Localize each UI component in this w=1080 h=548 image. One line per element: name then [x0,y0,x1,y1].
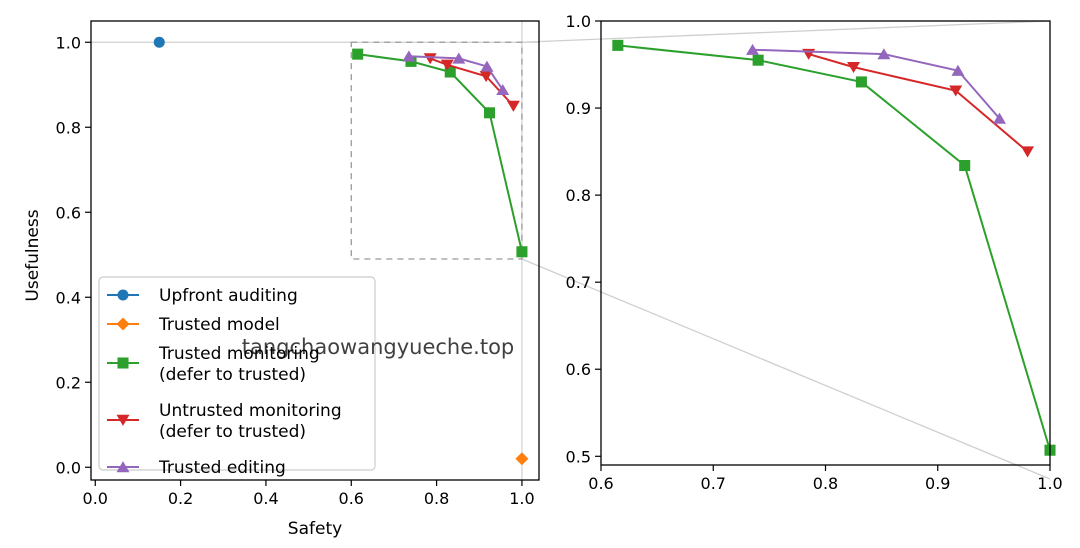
y-tick-label: 0.2 [56,373,81,392]
untrusted-monitoring-defer-to-trusted-line [808,53,1029,153]
x-tick-label: 1.0 [1037,474,1062,493]
untrusted-monitoring-defer-to-trusted-point [506,100,520,112]
trusted-monitoring-defer-to-trusted-point [516,246,528,258]
trusted-editing-point [496,84,510,96]
y-tick-label: 0.8 [56,118,81,137]
x-tick-label: 0.4 [253,489,278,508]
trusted-monitoring-defer-to-trusted-point [612,39,624,51]
x-tick-label: 0.6 [588,474,613,493]
series-group [153,36,529,466]
y-axis-label: Usefulness [23,209,43,301]
trusted-editing-point [402,50,416,62]
trusted-monitoring-defer-to-trusted-point [959,159,971,172]
legend-label-trusted-monitoring-defer-to-trusted-line2: (defer to trusted) [159,365,306,385]
watermark: tangchaowangyueche.top [242,335,515,359]
y-tick-label: 0.9 [566,99,591,118]
legend-label-trusted-editing: Trusted editing [158,458,286,478]
untrusted-monitoring-defer-to-trusted-line [429,57,515,107]
y-tick-label: 0.4 [56,288,81,307]
legend-box [98,276,376,471]
legend-marker-untrusted-monitoring-defer-to-trusted [116,414,130,426]
series-group [612,39,1056,456]
untrusted-monitoring-defer-to-trusted-point [423,53,437,65]
x-axis-label: Safety [288,519,342,539]
trusted-monitoring-defer-to-trusted-point [352,48,364,60]
legend-marker-trusted-monitoring-defer-to-trusted [117,357,129,369]
zoom-connector-lines [521,20,1051,480]
trusted-editing-point [480,60,494,72]
zoom-plot: 0.6 0.7 0.8 0.9 1.0 0.5 0.6 0.7 0.8 0.9 1.0 [566,12,1063,493]
y-tick-label: 0.7 [566,273,591,292]
connector-line-bottom [521,258,1051,480]
x-tick-label: 0.9 [925,474,950,493]
upfront-auditing-point [153,36,165,48]
y-tick-label: 0.8 [566,186,591,205]
x-tick-label: 0.8 [424,489,449,508]
trusted-monitoring-defer-to-trusted-line [357,53,523,253]
legend-label-trusted-model: Trusted model [158,315,280,335]
legend-marker-upfront-auditing [117,289,129,301]
legend: Upfront auditing Trusted model Trusted mon… [98,276,376,478]
y-tick-label: 0.6 [566,360,591,379]
x-tick-label: 0.8 [813,474,838,493]
axes-frame [90,20,540,481]
x-tick-label: 1.0 [509,489,534,508]
trusted-monitoring-defer-to-trusted-point [752,54,764,66]
trusted-editing-line [752,48,1001,120]
trusted-monitoring-defer-to-trusted-point [483,107,496,119]
trusted-editing-point [992,112,1006,124]
x-tick-label: 0.7 [701,474,726,493]
legend-label-upfront-auditing: Upfront auditing [159,286,298,306]
trusted-editing-point [951,64,965,76]
trusted-editing-point [746,43,760,55]
y-tick-label: 1.0 [56,33,81,52]
trusted-monitoring-defer-to-trusted-point [444,66,456,78]
trusted-editing-point [452,52,466,64]
untrusted-monitoring-defer-to-trusted-point [847,61,861,73]
untrusted-monitoring-defer-to-trusted-point [949,85,963,97]
legend-label-untrusted-monitoring-defer-to-trusted: Untrusted monitoring [159,401,342,421]
y-tick-label: 0.0 [56,458,81,477]
x-tick-label: 0.0 [83,489,108,508]
y-tick-label: 0.5 [566,447,591,466]
y-tick-label: 1.0 [566,12,591,31]
trusted-monitoring-defer-to-trusted-point [855,76,867,88]
trusted-editing-point [877,48,891,60]
untrusted-monitoring-defer-to-trusted-point [1021,146,1035,158]
untrusted-monitoring-defer-to-trusted-point [479,71,493,83]
legend-marker-trusted-editing [116,461,130,473]
axes-frame [600,20,1051,466]
connector-line-top [521,20,1051,43]
trusted-editing-line [408,55,504,91]
legend-label-trusted-monitoring-defer-to-trusted: Trusted monitoring [158,344,320,364]
trusted-model-point [515,452,529,466]
y-tick-label: 0.6 [56,203,81,222]
legend-marker-trusted-model [116,317,130,331]
x-tick-label: 0.6 [339,489,364,508]
untrusted-monitoring-defer-to-trusted-point [440,59,454,71]
zoom-region-box [350,41,523,260]
x-tick-label: 0.2 [168,489,193,508]
legend-label-untrusted-monitoring-defer-to-trusted-line2: (defer to trusted) [159,422,306,442]
main-plot: 0.0 0.2 0.4 0.6 0.8 1.0 0.0 0.2 0.4 0.6 0.8 1.0 Safe… [23,20,540,539]
